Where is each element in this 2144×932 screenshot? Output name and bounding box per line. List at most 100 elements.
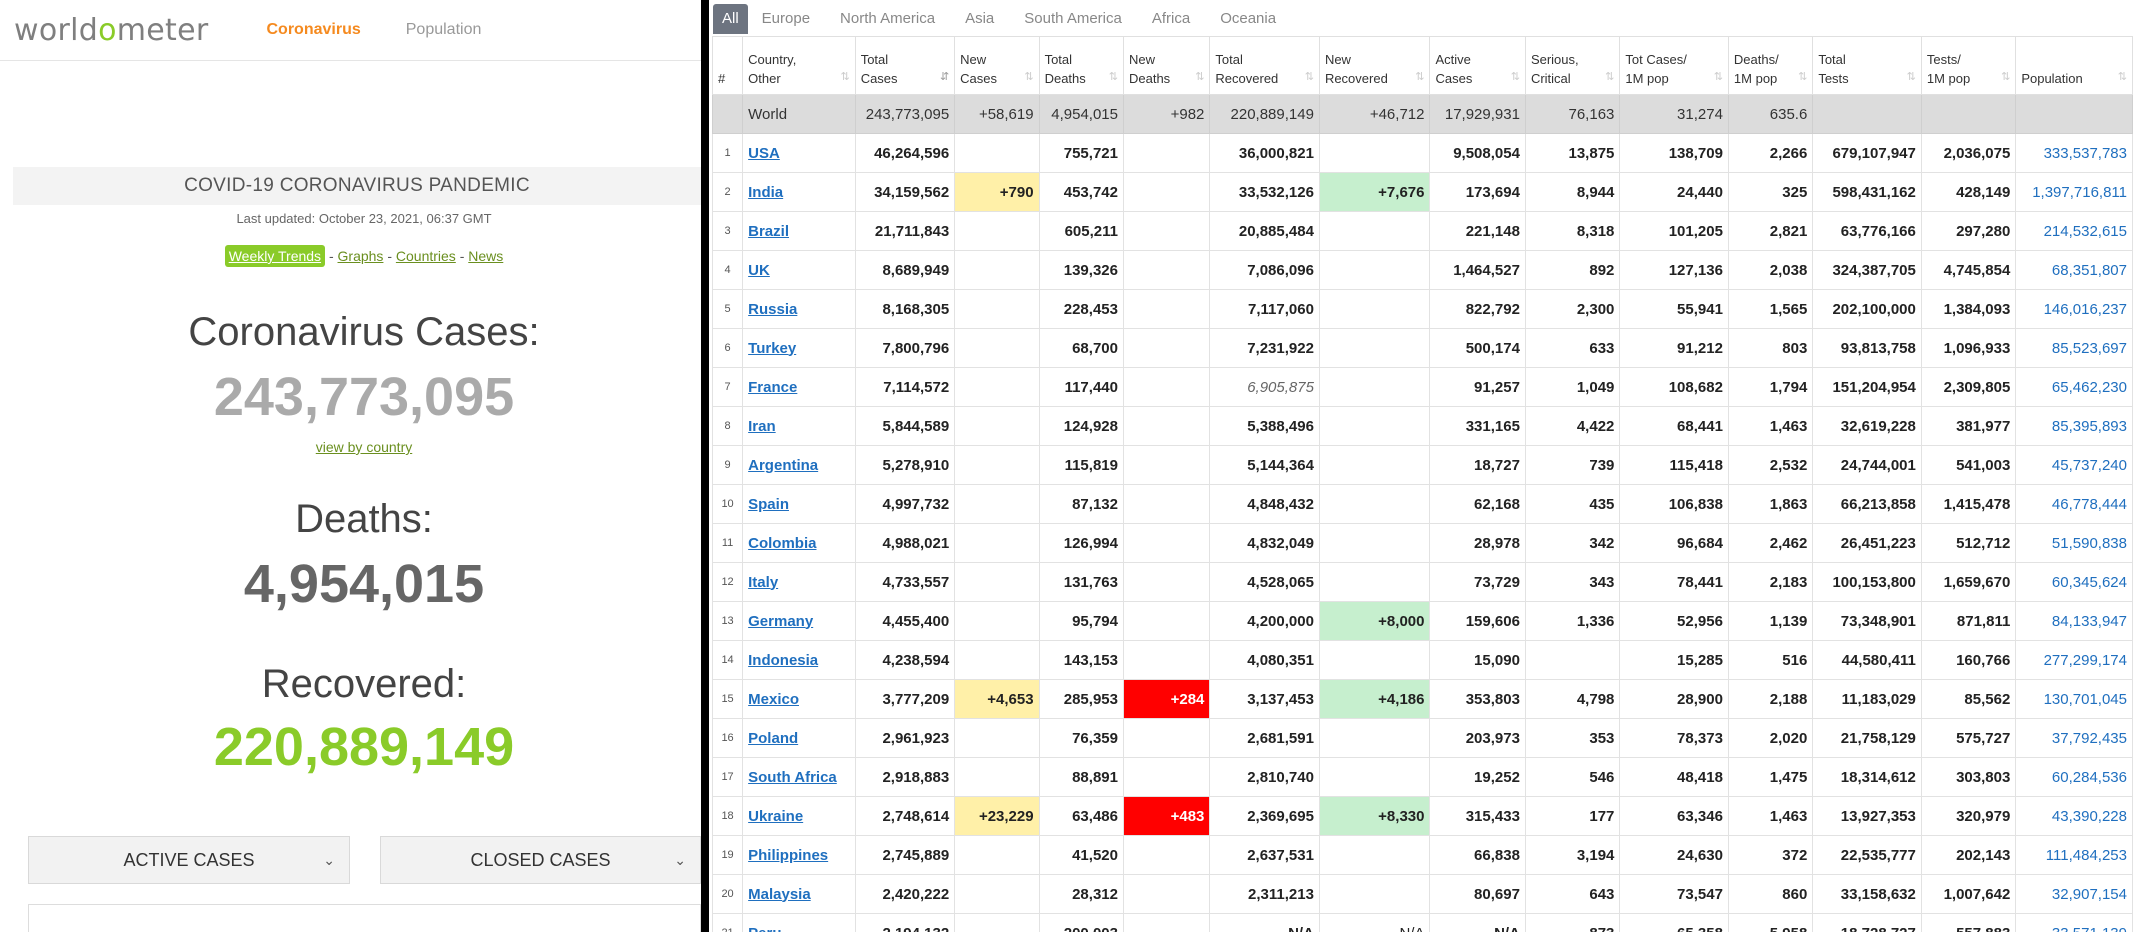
sort-icon[interactable]: ⇅ (1510, 71, 1520, 83)
sort-icon[interactable]: ⇅ (1304, 71, 1314, 83)
population-link[interactable]: 46,778,444 (2051, 495, 2127, 513)
column-header-label: Serious, Critical (1530, 52, 1579, 86)
sort-icon[interactable]: ⇅ (2001, 71, 2011, 83)
news-link[interactable]: News (468, 248, 504, 264)
population-link[interactable]: 51,590,838 (2051, 534, 2127, 552)
cell-population: 146,016,237 (2015, 289, 2133, 329)
column-header-population[interactable]: Population ⇅ (2015, 36, 2133, 95)
population-link[interactable]: 33,571,139 (2052, 925, 2127, 932)
country-link[interactable]: Turkey (748, 339, 797, 357)
column-header-rank[interactable]: # (711, 36, 744, 95)
population-link[interactable]: 37,792,435 (2051, 729, 2127, 747)
nav-coronavirus[interactable]: Coronavirus (266, 21, 361, 38)
country-link[interactable]: Mexico (748, 690, 799, 708)
cell-deaths-per-million: 2,462 (1727, 523, 1814, 563)
population-link[interactable]: 146,016,237 (2043, 300, 2127, 318)
country-link[interactable]: Poland (748, 729, 799, 747)
population-link[interactable]: 85,395,893 (2051, 417, 2127, 435)
country-link[interactable]: France (748, 378, 798, 396)
tab-europe[interactable]: Europe (761, 10, 811, 27)
sort-icon[interactable]: ⇅ (1195, 71, 1205, 83)
tab-south-america[interactable]: South America (1024, 10, 1122, 27)
sort-icon[interactable]: ⇅ (1108, 71, 1118, 83)
graphs-link[interactable]: Graphs (337, 248, 384, 264)
population-link[interactable]: 214,532,615 (2043, 222, 2127, 240)
population-link[interactable]: 84,133,947 (2051, 612, 2127, 630)
sort-icon[interactable]: ⇅ (1906, 71, 1916, 83)
tab-oceania[interactable]: Oceania (1220, 10, 1277, 27)
column-header-cases-per-million[interactable]: Tot Cases/1M pop ⇅ (1619, 36, 1729, 95)
view-by-country-link[interactable]: view by country (315, 439, 413, 455)
country-link[interactable]: Peru (748, 925, 781, 932)
tab-asia[interactable]: Asia (965, 10, 995, 27)
column-header-new-recovered[interactable]: New Recovered ⇅ (1318, 36, 1431, 95)
country-link[interactable]: Philippines (748, 846, 829, 864)
cell-total-tests: 100,153,800 (1812, 562, 1922, 602)
country-link[interactable]: India (748, 183, 784, 201)
population-link[interactable]: 111,484,253 (2045, 846, 2127, 864)
sort-icon[interactable]: ⇅ (1713, 71, 1723, 83)
sort-icon[interactable]: ⇅ (1605, 71, 1615, 83)
tab-north-america[interactable]: North America (840, 10, 936, 27)
column-header-new-deaths[interactable]: New Deaths ⇅ (1122, 36, 1211, 95)
country-link[interactable]: Russia (748, 300, 798, 318)
weekly-trends-link[interactable]: Weekly Trends (224, 245, 326, 267)
column-header-total-tests[interactable]: Total Tests ⇅ (1812, 36, 1922, 95)
column-header-serious-critical[interactable]: Serious, Critical ⇅ (1524, 36, 1621, 95)
country-link[interactable]: Indonesia (748, 651, 819, 669)
cell-cases-per-million: 65,358 (1619, 913, 1729, 932)
cell-total-recovered: 33,532,126 (1209, 172, 1320, 212)
closed-cases-dropdown[interactable]: CLOSED CASES ⌄ (380, 836, 701, 884)
cell-active-cases: 353,803 (1429, 679, 1526, 719)
country-link[interactable]: Spain (748, 495, 789, 513)
country-link[interactable]: South Africa (748, 768, 837, 786)
sort-icon[interactable]: ⇅ (2117, 71, 2127, 83)
country-link[interactable]: Iran (748, 417, 776, 435)
population-link[interactable]: 130,701,045 (2043, 690, 2127, 708)
sort-icon[interactable]: ⇵ (939, 71, 950, 83)
country-link[interactable]: Malaysia (748, 885, 811, 903)
cell-serious-critical: 1,336 (1524, 601, 1621, 641)
worldometer-logo[interactable]: worldometer (14, 13, 209, 48)
cell-rank (711, 94, 744, 134)
country-link[interactable]: Brazil (748, 222, 789, 240)
column-header-total-deaths[interactable]: Total Deaths ⇅ (1038, 36, 1124, 95)
nav-population[interactable]: Population (405, 21, 482, 38)
column-header-total-cases[interactable]: Total Cases ⇵ (854, 36, 956, 95)
tab-africa[interactable]: Africa (1151, 10, 1191, 27)
country-link[interactable]: Argentina (748, 456, 819, 474)
population-link[interactable]: 65,462,230 (2051, 378, 2127, 396)
column-header-new-cases[interactable]: New Cases ⇅ (954, 36, 1040, 95)
sort-icon[interactable]: ⇅ (840, 71, 850, 83)
population-link[interactable]: 43,390,228 (2051, 807, 2127, 825)
population-link[interactable]: 68,351,807 (2051, 261, 2127, 279)
country-link[interactable]: UK (748, 261, 770, 279)
country-link[interactable]: Ukraine (748, 807, 804, 825)
sort-icon[interactable]: ⇅ (1415, 71, 1425, 83)
population-link[interactable]: 85,523,697 (2051, 339, 2127, 357)
sort-icon[interactable]: ⇅ (1024, 71, 1034, 83)
cell-new-recovered (1318, 406, 1431, 446)
column-header-tests-per-million[interactable]: Tests/1M pop ⇅ (1920, 36, 2017, 95)
country-link[interactable]: USA (748, 144, 780, 162)
cell-cases-per-million: 115,418 (1619, 445, 1729, 485)
world-total-row: World 243,773,095 +58,619 4,954,015 +982 220,… (711, 94, 2133, 134)
column-header-country[interactable]: Country, Other ⇅ (742, 36, 856, 95)
active-cases-dropdown[interactable]: ACTIVE CASES ⌄ (28, 836, 350, 884)
population-link[interactable]: 60,345,624 (2051, 573, 2127, 591)
population-link[interactable]: 32,907,154 (2051, 885, 2127, 903)
country-link[interactable]: Colombia (748, 534, 817, 552)
sort-icon[interactable]: ⇅ (1798, 71, 1808, 83)
country-link[interactable]: Italy (748, 573, 779, 591)
country-link[interactable]: Germany (748, 612, 814, 630)
column-header-active-cases[interactable]: Active Cases ⇅ (1429, 36, 1526, 95)
tab-all[interactable]: All (713, 4, 748, 34)
column-header-deaths-per-million[interactable]: Deaths/1M pop ⇅ (1727, 36, 1814, 95)
population-link[interactable]: 60,284,536 (2051, 768, 2127, 786)
countries-link[interactable]: Countries (395, 248, 456, 264)
population-link[interactable]: 45,737,240 (2051, 456, 2127, 474)
population-link[interactable]: 1,397,716,811 (2032, 183, 2127, 201)
column-header-total-recovered[interactable]: Total Recovered ⇅ (1209, 36, 1320, 95)
population-link[interactable]: 277,299,174 (2043, 651, 2127, 669)
population-link[interactable]: 333,537,783 (2043, 144, 2127, 162)
